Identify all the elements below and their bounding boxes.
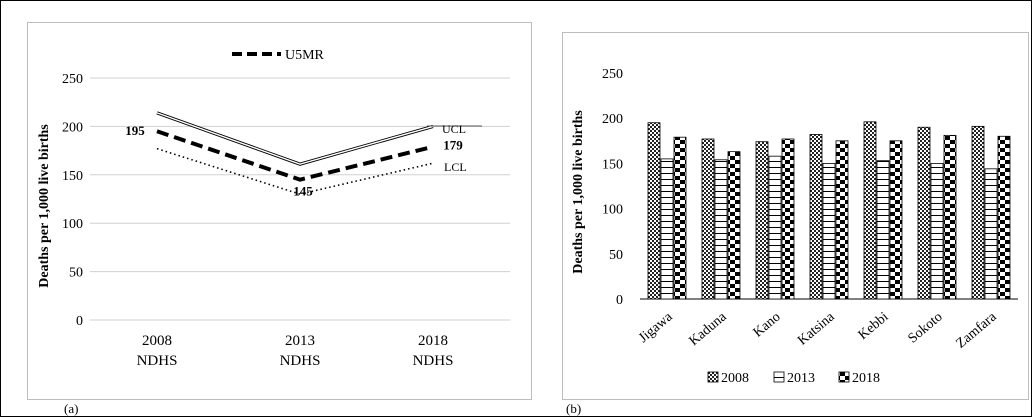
x-tick-kaduna: Kaduna	[687, 309, 731, 349]
x-tick-zamfara: Zamfara	[954, 309, 1001, 351]
bar-kano-2018	[781, 138, 795, 300]
x-tick-2008-ndhs-line1: 2008	[142, 333, 172, 349]
y-tick-100: 100	[602, 203, 623, 218]
y-tick-50: 50	[609, 248, 623, 263]
x-tick-kano: Kano	[751, 310, 784, 341]
x-tick-kebbi: Kebbi	[856, 310, 892, 344]
y-tick-250: 250	[62, 72, 83, 87]
line-chart-u5mr: 0 50 100 150 200 250 2008 NDHS 2013 NDHS 2018 NDHS…	[37, 48, 510, 369]
legend: 2008 2013 2018	[707, 371, 880, 386]
bar-jigawa-2013	[660, 158, 674, 300]
y-tick-labels: 0 50 100 150 200 250	[62, 72, 83, 329]
panel-a-frame	[27, 22, 532, 400]
x-tick-2013-ndhs-line2: NDHS	[280, 353, 321, 369]
y-axis-label: Deaths per 1,000 live births	[571, 110, 586, 274]
x-tick-labels: Jigawa Kaduna Kano Katsina Kebbi Sokoto Zamfar…	[636, 309, 1000, 351]
bar-katsina-2013	[822, 162, 836, 300]
x-tick-2008-ndhs-line2: NDHS	[137, 353, 178, 369]
y-tick-labels: 0 50 100 150 200 250	[602, 67, 623, 308]
legend: U5MR	[232, 48, 325, 63]
legend-swatch-2013	[773, 371, 785, 383]
legend-label-2013: 2013	[787, 371, 815, 386]
x-tick-sokoto: Sokoto	[906, 310, 946, 347]
ucl-label: UCL	[442, 122, 466, 136]
y-tick-150: 150	[62, 169, 83, 184]
bar-jigawa-2008	[647, 122, 661, 300]
x-tick-jigawa: Jigawa	[636, 309, 676, 346]
bar-katsina-2018	[835, 140, 849, 300]
bar-sokoto-2008	[917, 126, 931, 300]
bar-chart-by-state: 0 50 100 150 200 250 Jigawa Kaduna Kano Katsina K…	[571, 67, 1018, 386]
bar-sokoto-2013	[930, 162, 944, 300]
legend-label-2008: 2008	[721, 371, 749, 386]
x-tick-2018-ndhs-line1: 2018	[418, 333, 448, 349]
ucl-annotation: UCL	[427, 122, 482, 136]
y-tick-200: 200	[602, 112, 623, 127]
bar-kebbi-2018	[889, 140, 903, 300]
y-tick-150: 150	[602, 157, 623, 172]
bars	[647, 121, 1011, 300]
series-line-ucl-inner	[156, 112, 434, 165]
y-tick-200: 200	[62, 120, 83, 135]
x-tick-labels: 2008 NDHS 2013 NDHS 2018 NDHS	[137, 333, 454, 369]
bar-kebbi-2013	[876, 160, 890, 300]
data-label-2018-ndhs: 179	[443, 138, 463, 153]
panel-b-frame	[562, 32, 1029, 400]
y-axis-label: Deaths per 1,000 live births	[37, 124, 52, 288]
y-tick-250: 250	[602, 67, 623, 82]
bar-zamfara-2018	[997, 135, 1011, 300]
bar-katsina-2008	[809, 134, 823, 300]
bar-zamfara-2008	[971, 125, 985, 300]
panel-b-tag: (b)	[566, 401, 581, 416]
lcl-label: LCL	[444, 160, 467, 174]
bar-kaduna-2018	[727, 151, 741, 300]
y-tick-50: 50	[69, 266, 83, 281]
x-tick-2013-ndhs-line1: 2013	[285, 333, 315, 349]
legend-swatch-2008	[707, 371, 719, 383]
y-tick-0: 0	[616, 293, 623, 308]
bar-kano-2013	[768, 155, 782, 300]
bar-kano-2008	[755, 141, 769, 300]
y-tick-100: 100	[62, 217, 83, 232]
legend-label-u5mr: U5MR	[285, 48, 325, 63]
bar-kebbi-2008	[863, 121, 877, 300]
bar-kaduna-2008	[701, 138, 715, 300]
bar-jigawa-2018	[673, 136, 687, 300]
legend-label-2018: 2018	[852, 371, 880, 386]
data-labels: 195 145 179	[125, 123, 463, 198]
data-label-2013-ndhs: 145	[293, 184, 313, 199]
bar-zamfara-2013	[984, 168, 998, 300]
series-line-lcl	[156, 147, 434, 195]
bar-kaduna-2013	[714, 159, 728, 300]
bar-sokoto-2018	[943, 134, 957, 300]
series-lines	[156, 111, 434, 195]
data-label-2008-ndhs: 195	[125, 123, 145, 138]
y-tick-0: 0	[76, 314, 83, 329]
grid-lines	[90, 77, 510, 321]
x-tick-katsina: Katsina	[795, 309, 838, 348]
series-line-u5mr	[156, 129, 434, 182]
legend-swatch-2018	[838, 371, 850, 383]
x-tick-2018-ndhs-line2: NDHS	[413, 353, 454, 369]
panel-a-tag: (a)	[64, 401, 78, 416]
